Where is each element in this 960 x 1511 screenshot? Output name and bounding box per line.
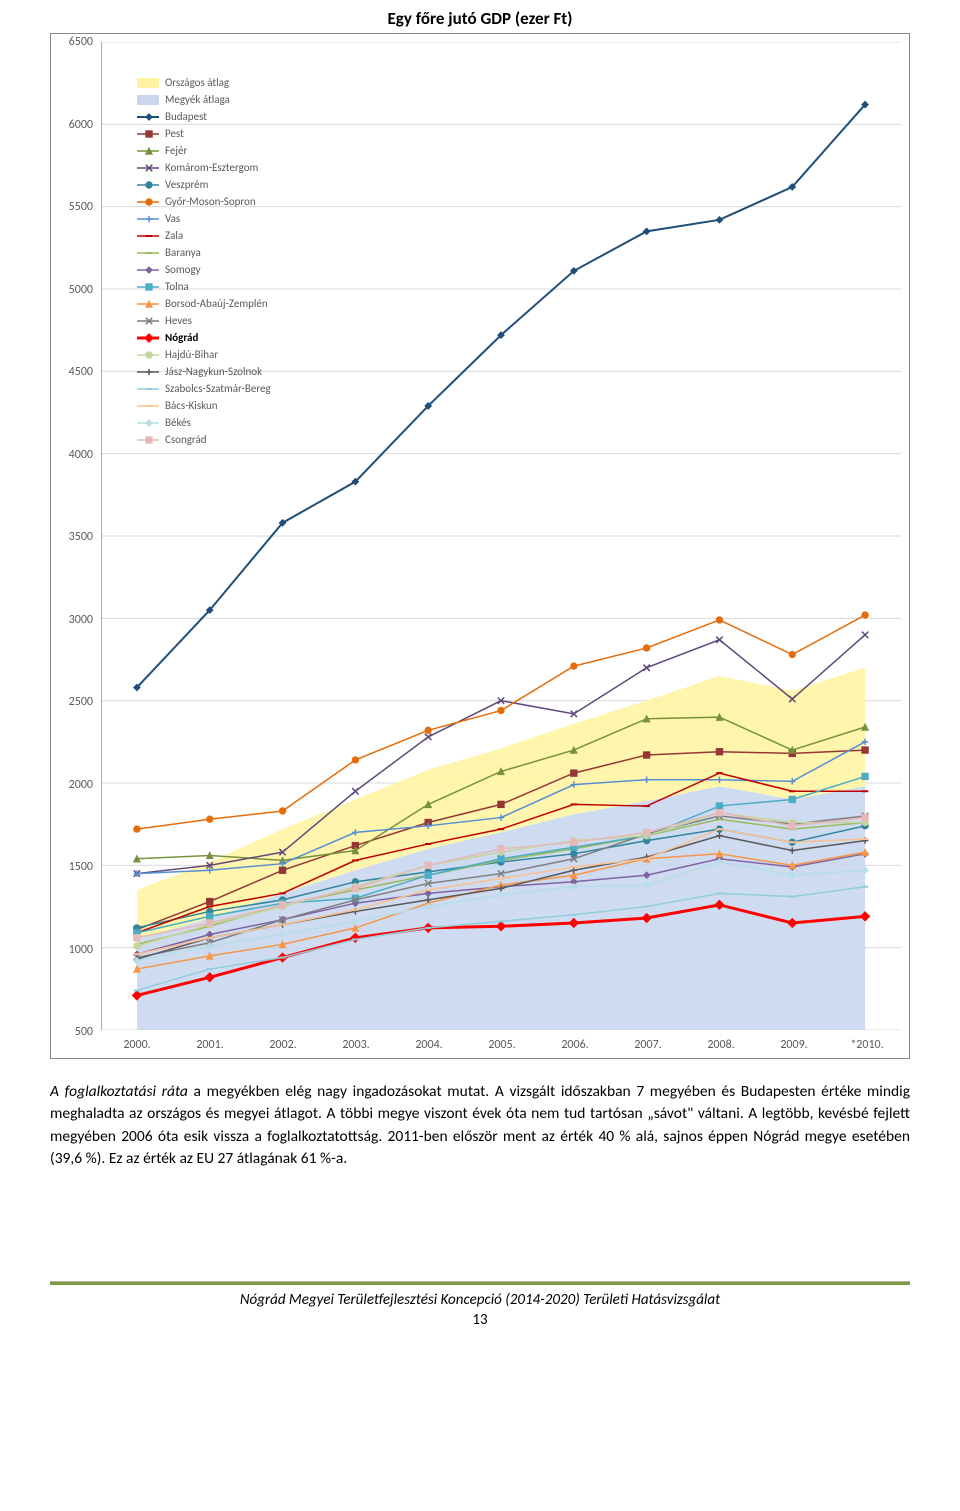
body-paragraph: A foglalkoztatási ráta a megyékben elég … (50, 1081, 910, 1171)
legend-item: Zala (137, 227, 271, 244)
legend-item: Budapest (137, 108, 271, 125)
legend-item: Borsod-Abaúj-Zemplén (137, 295, 271, 312)
x-tick-label: 2008. (707, 1038, 734, 1052)
y-tick-label: 2500 (51, 695, 93, 709)
x-tick-label: 2007. (634, 1038, 661, 1052)
legend-label: Budapest (165, 108, 207, 125)
x-tick-label: 2009. (780, 1038, 807, 1052)
legend-item: Heves (137, 312, 271, 329)
footer-text: Nógrád Megyei Területfejlesztési Koncepc… (50, 1291, 910, 1309)
legend-item: Fejér (137, 142, 271, 159)
legend-label: Veszprém (165, 176, 208, 193)
x-tick-label: 2005. (488, 1038, 515, 1052)
legend-item: Nógrád (137, 329, 271, 346)
y-tick-label: 6000 (51, 118, 93, 132)
legend-item: Vas (137, 210, 271, 227)
y-tick-label: 2000 (51, 778, 93, 792)
legend-item: Baranya (137, 244, 271, 261)
chart-container: Országos átlagMegyék átlagaBudapestPestF… (50, 33, 910, 1059)
legend-label: Baranya (165, 244, 201, 261)
legend-label: Győr-Moson-Sopron (165, 193, 256, 210)
legend-item: Pest (137, 125, 271, 142)
y-tick-label: 3000 (51, 613, 93, 627)
paragraph-emphasis: A foglalkoztatási ráta (50, 1082, 188, 1101)
y-tick-label: 1500 (51, 860, 93, 874)
x-tick-label: 2006. (561, 1038, 588, 1052)
legend-label: Szabolcs-Szatmár-Bereg (165, 380, 271, 397)
x-tick-label: 2004. (415, 1038, 442, 1052)
page-number: 13 (50, 1311, 910, 1329)
legend-label: Nógrád (165, 329, 198, 346)
footer-separator (50, 1281, 910, 1285)
legend-label: Békés (165, 414, 191, 431)
legend-label: Hajdú-Bihar (165, 346, 218, 363)
x-tick-label: 2003. (342, 1038, 369, 1052)
legend-label: Pest (165, 125, 184, 142)
legend-item: Tolna (137, 278, 271, 295)
y-tick-label: 500 (51, 1025, 93, 1039)
plot-area: Országos átlagMegyék átlagaBudapestPestF… (101, 42, 901, 1030)
legend-item: Veszprém (137, 176, 271, 193)
legend-label: Fejér (165, 142, 187, 159)
legend-item: Országos átlag (137, 74, 271, 91)
legend-label: Csongrád (165, 431, 207, 448)
legend-label: Somogy (165, 261, 201, 278)
y-tick-label: 5500 (51, 200, 93, 214)
y-tick-label: 1000 (51, 943, 93, 957)
legend-item: Szabolcs-Szatmár-Bereg (137, 380, 271, 397)
legend-item: Győr-Moson-Sopron (137, 193, 271, 210)
y-tick-label: 3500 (51, 530, 93, 544)
y-tick-label: 4000 (51, 448, 93, 462)
legend-label: Megyék átlaga (165, 91, 230, 108)
y-tick-label: 4500 (51, 365, 93, 379)
x-tick-label: *2010. (850, 1038, 883, 1052)
legend-item: Somogy (137, 261, 271, 278)
x-tick-label: 2002. (269, 1038, 296, 1052)
legend-item: Hajdú-Bihar (137, 346, 271, 363)
legend-label: Heves (165, 312, 192, 329)
legend-label: Tolna (165, 278, 189, 295)
chart-title: Egy főre jutó GDP (ezer Ft) (50, 0, 910, 33)
legend-item: Bács-Kiskun (137, 397, 271, 414)
y-tick-label: 6500 (51, 35, 93, 49)
legend-item: Csongrád (137, 431, 271, 448)
legend: Országos átlagMegyék átlagaBudapestPestF… (137, 74, 271, 448)
x-tick-label: 2000. (123, 1038, 150, 1052)
legend-item: Békés (137, 414, 271, 431)
x-tick-label: 2001. (196, 1038, 223, 1052)
legend-label: Bács-Kiskun (165, 397, 218, 414)
legend-label: Komárom-Esztergom (165, 159, 258, 176)
legend-item: Megyék átlaga (137, 91, 271, 108)
y-tick-label: 5000 (51, 283, 93, 297)
legend-label: Borsod-Abaúj-Zemplén (165, 295, 268, 312)
legend-label: Vas (165, 210, 180, 227)
legend-item: Jász-Nagykun-Szolnok (137, 363, 271, 380)
legend-label: Zala (165, 227, 183, 244)
legend-item: Komárom-Esztergom (137, 159, 271, 176)
legend-label: Országos átlag (165, 74, 229, 91)
legend-label: Jász-Nagykun-Szolnok (165, 363, 262, 380)
